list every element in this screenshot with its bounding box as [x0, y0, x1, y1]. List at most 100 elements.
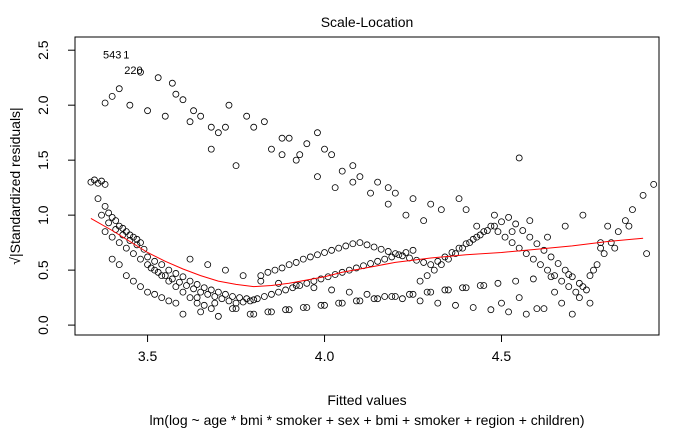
x-tick-label: 3.5 [138, 348, 158, 364]
data-point [476, 282, 484, 289]
data-point [398, 252, 406, 260]
data-point [126, 237, 134, 244]
data-point [621, 217, 629, 225]
data-point [268, 290, 275, 298]
data-point [250, 123, 258, 131]
data-points [87, 68, 658, 320]
data-point [197, 288, 205, 296]
data-point [430, 266, 438, 274]
data-point [101, 180, 109, 188]
data-point [264, 308, 272, 316]
data-point [505, 213, 512, 221]
data-point [161, 112, 169, 120]
y-tick-label: 2.0 [35, 95, 51, 115]
data-point [140, 245, 148, 253]
data-point [547, 253, 555, 261]
smoother-line [90, 217, 644, 288]
data-point [278, 134, 286, 142]
data-point [144, 288, 151, 296]
data-point [186, 118, 194, 126]
data-point [391, 189, 399, 197]
data-point [445, 286, 452, 294]
y-tick-label: 0.5 [35, 260, 51, 280]
data-point [466, 239, 474, 247]
data-point [94, 195, 102, 203]
x-axis: 3.5 4.0 4.5 [138, 334, 511, 364]
data-point [200, 301, 208, 309]
data-point [197, 308, 205, 316]
data-point [572, 288, 580, 296]
data-point [434, 299, 442, 307]
data-point [491, 222, 498, 230]
data-point [299, 304, 307, 311]
data-point [303, 279, 311, 287]
data-point [367, 260, 374, 267]
data-point [179, 96, 187, 104]
data-point [643, 250, 651, 258]
data-point [271, 266, 279, 274]
data-point [186, 294, 194, 302]
data-point [161, 272, 169, 280]
data-point [264, 268, 272, 276]
data-point [335, 299, 343, 307]
data-point [222, 123, 229, 131]
x-tick-label: 4.0 [315, 348, 335, 364]
data-point [193, 299, 201, 307]
data-point [292, 282, 300, 289]
data-point [434, 257, 442, 265]
data-point [229, 305, 236, 313]
data-point [183, 282, 190, 289]
data-point [639, 191, 647, 199]
data-point [356, 297, 364, 305]
data-point [338, 268, 346, 276]
data-point [158, 261, 166, 269]
data-point [427, 200, 435, 208]
data-point [137, 283, 144, 291]
data-point [508, 228, 516, 236]
data-point [314, 251, 321, 259]
data-point [505, 308, 512, 316]
data-point [349, 240, 357, 248]
data-point [462, 206, 470, 214]
data-point [257, 277, 265, 285]
data-point [151, 257, 159, 265]
data-point [356, 239, 364, 247]
data-point [395, 251, 403, 259]
data-point [459, 284, 466, 292]
data-point [289, 284, 297, 292]
data-point [94, 179, 102, 187]
data-point [529, 255, 537, 263]
data-point [151, 266, 159, 274]
data-point [473, 233, 481, 241]
data-point [137, 239, 144, 247]
data-point [144, 253, 151, 261]
data-point [480, 228, 488, 236]
data-point [551, 272, 558, 280]
data-point [292, 259, 300, 266]
data-point [303, 304, 311, 311]
data-point [391, 293, 399, 300]
data-point [105, 209, 113, 217]
data-point [165, 266, 173, 274]
data-point [515, 294, 523, 302]
data-point [544, 233, 551, 241]
data-point [292, 156, 300, 164]
data-point [236, 294, 243, 302]
chart-title: Scale-Location [321, 14, 414, 30]
data-point [232, 305, 240, 313]
data-point [487, 222, 495, 230]
data-point [409, 195, 417, 203]
data-point [345, 288, 353, 296]
data-point [207, 123, 215, 131]
data-point [225, 297, 233, 305]
data-point [108, 92, 116, 100]
data-point [540, 305, 548, 313]
data-point [328, 246, 336, 254]
data-point [214, 129, 222, 137]
data-point [137, 255, 144, 263]
data-point [133, 241, 141, 249]
data-point [207, 145, 215, 153]
plot-frame [74, 36, 660, 336]
data-point [303, 140, 311, 148]
data-point [508, 239, 516, 247]
